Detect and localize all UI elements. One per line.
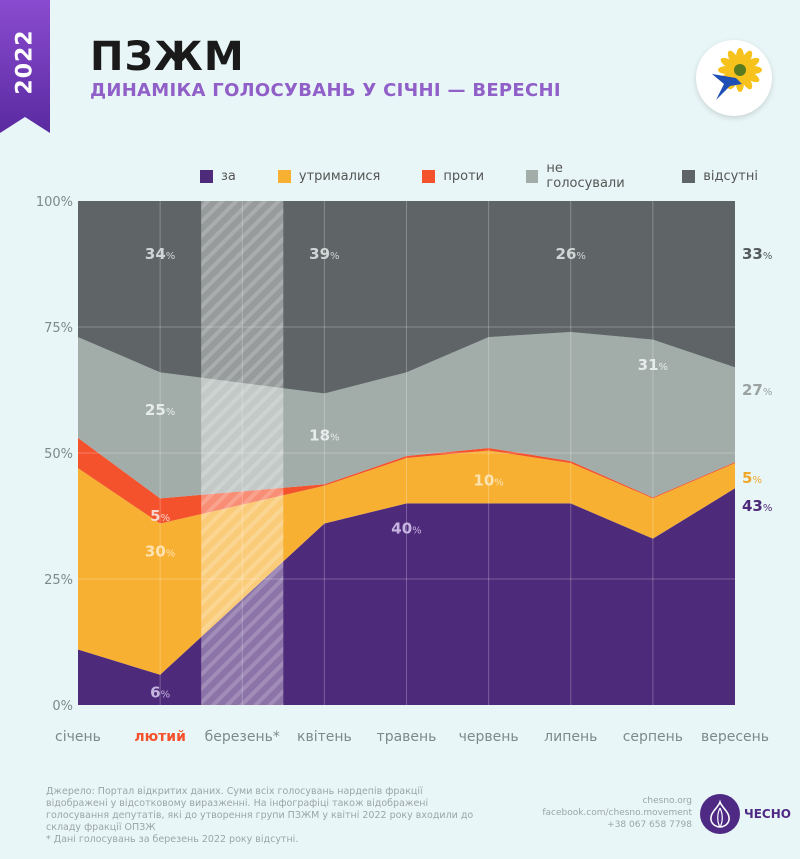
- data-label-value: 26: [556, 245, 577, 263]
- x-tick-label: вересень: [701, 729, 769, 745]
- data-label: 5%: [742, 469, 762, 487]
- data-label: 34%: [145, 245, 175, 263]
- data-label: 39%: [309, 245, 339, 263]
- y-tick-label: 25%: [44, 573, 73, 588]
- x-tick-label: червень: [459, 729, 519, 745]
- percent-sign: %: [166, 251, 176, 262]
- year-ribbon: 2022: [0, 0, 50, 133]
- page-title: ПЗЖМ: [90, 34, 245, 80]
- x-tick-label: січень: [55, 729, 101, 745]
- y-tick-label: 100%: [36, 195, 73, 210]
- data-label-value: 34: [145, 245, 166, 263]
- year-label: 2022: [12, 29, 38, 95]
- legend-item-za: за: [200, 161, 236, 191]
- data-label-value: 39: [309, 245, 330, 263]
- data-label-value: 10: [473, 472, 494, 490]
- data-label-value: 5: [742, 469, 752, 487]
- data-label: 26%: [556, 245, 586, 263]
- y-tick-label: 0%: [52, 699, 73, 714]
- legend-item-proty: проти: [422, 161, 484, 191]
- percent-sign: %: [494, 478, 504, 489]
- data-label: 40%: [391, 520, 421, 538]
- facebook-link[interactable]: facebook.com/chesno.movement: [542, 808, 692, 818]
- data-label: 6%: [150, 683, 170, 701]
- source-text: Джерело: Портал відкритих даних. Суми вс…: [46, 786, 474, 833]
- data-label: 43%: [742, 497, 772, 515]
- garlic-icon: [710, 799, 730, 828]
- source-footnote: Джерело: Портал відкритих даних. Суми вс…: [46, 786, 486, 846]
- data-label-value: 27: [742, 381, 763, 399]
- data-label-value: 30: [145, 542, 166, 560]
- percent-sign: %: [330, 251, 340, 262]
- percent-sign: %: [412, 526, 422, 537]
- missing-data-note: * Дані голосувань за березень 2022 року …: [46, 834, 299, 845]
- legend-swatch: [422, 169, 436, 183]
- percent-sign: %: [763, 387, 773, 398]
- data-label-value: 25: [145, 401, 166, 419]
- x-tick-label: серпень: [623, 729, 683, 745]
- legend-item-utrymalysia: утрималися: [277, 161, 381, 191]
- stacked-area-chart: 0% 25% 50% 75% 100% січень лютий березень* квіт…: [36, 195, 773, 745]
- legend-label: відсутні: [703, 168, 758, 184]
- chart-legend: за утрималися проти не голосували відсутні: [200, 161, 800, 191]
- legend-label: не голосували: [546, 161, 625, 191]
- legend-swatch: [200, 169, 213, 183]
- legend-label: за: [221, 168, 236, 184]
- percent-sign: %: [752, 475, 762, 486]
- data-label: 5%: [150, 507, 170, 525]
- x-tick-label: травень: [377, 729, 437, 745]
- data-label-value: 33: [742, 245, 763, 263]
- data-label: 27%: [742, 381, 772, 399]
- site-link[interactable]: chesno.org: [642, 796, 692, 806]
- percent-sign: %: [659, 362, 669, 373]
- percent-sign: %: [161, 513, 171, 524]
- percent-sign: %: [763, 251, 773, 262]
- x-tick-label: березень*: [205, 729, 280, 745]
- y-tick-label: 50%: [44, 447, 73, 462]
- legend-item-ne_holosuvaly: не голосували: [526, 161, 640, 191]
- data-label: 31%: [638, 356, 668, 374]
- legend-swatch: [526, 169, 539, 183]
- data-label: 33%: [742, 245, 772, 263]
- sunflower-dove-icon: [712, 48, 762, 100]
- percent-sign: %: [763, 503, 773, 514]
- data-label-value: 40: [391, 520, 412, 538]
- legend-item-vidsutni: відсутні: [682, 161, 758, 191]
- percent-sign: %: [576, 251, 586, 262]
- data-label: 25%: [145, 401, 175, 419]
- data-label-value: 43: [742, 497, 763, 515]
- percent-sign: %: [166, 407, 176, 418]
- data-label: 10%: [473, 472, 503, 490]
- data-label: 30%: [145, 542, 175, 560]
- percent-sign: %: [330, 432, 340, 443]
- x-tick-label: квітень: [297, 729, 352, 745]
- phone-number: +38 067 658 7798: [607, 820, 692, 830]
- chesno-logo: [700, 794, 740, 834]
- legend-label: утрималися: [298, 168, 381, 184]
- y-tick-label: 75%: [44, 321, 73, 336]
- percent-sign: %: [166, 548, 176, 559]
- x-tick-label: лютий: [134, 729, 186, 745]
- data-label-value: 18: [309, 426, 330, 444]
- contacts: chesno.org facebook.com/chesno.movement …: [542, 795, 692, 831]
- page-subtitle: ДИНАМІКА ГОЛОСУВАНЬ У СІЧНІ — ВЕРЕСНІ: [90, 80, 561, 101]
- party-logo: [696, 40, 772, 116]
- legend-swatch: [682, 169, 696, 183]
- data-label: 18%: [309, 426, 339, 444]
- data-label-value: 5: [150, 507, 160, 525]
- legend-swatch: [277, 169, 291, 183]
- data-label-value: 31: [638, 356, 659, 374]
- chesno-brand: ЧЕСНО: [744, 807, 791, 821]
- x-tick-label: липень: [544, 729, 597, 745]
- data-label-value: 6: [150, 683, 160, 701]
- legend-label: проти: [443, 168, 485, 184]
- percent-sign: %: [161, 689, 171, 700]
- missing-data-band: [201, 201, 284, 705]
